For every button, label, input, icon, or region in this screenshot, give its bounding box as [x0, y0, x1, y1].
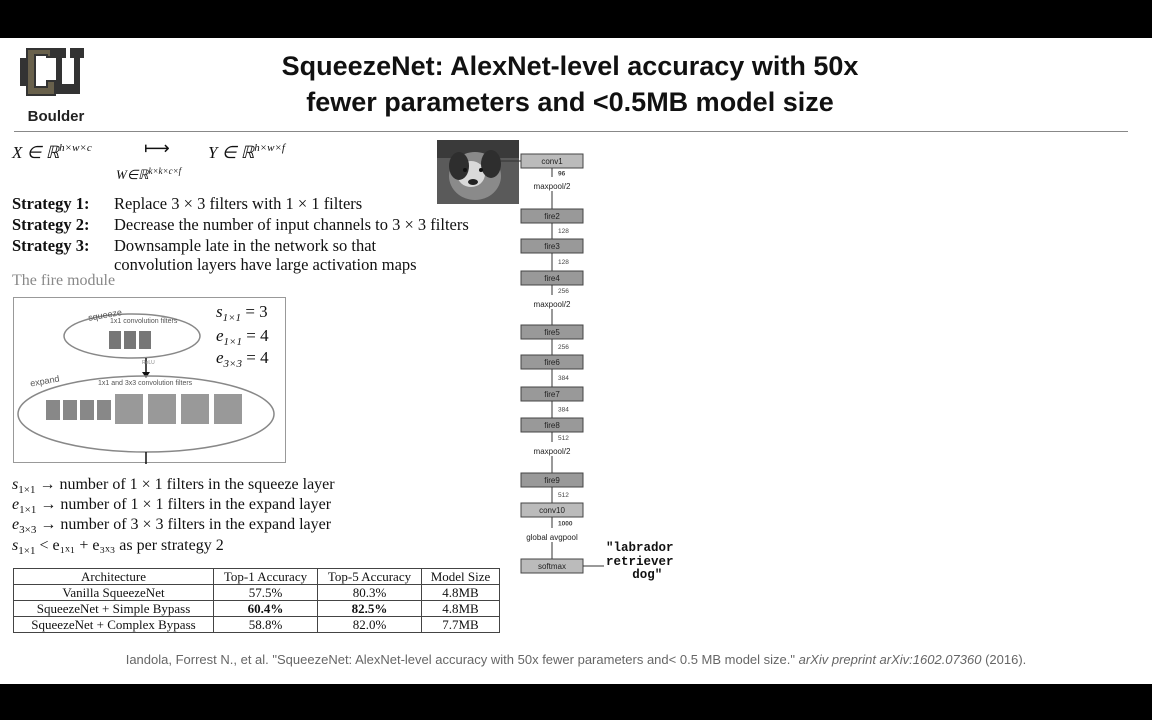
- strategy-1: Strategy 1: Replace 3 × 3 filters with 1 …: [12, 194, 363, 213]
- layer-label: fire5: [544, 328, 560, 337]
- y-definition: Y ∈ ℝh×w×f: [208, 142, 285, 162]
- layer-label: fire7: [544, 390, 560, 399]
- param-e1x1: e1×1 = 4: [216, 326, 269, 348]
- layer-label: fire3: [544, 242, 560, 251]
- cell-top5: 82.5%: [317, 600, 422, 617]
- cell-model-size: 4.8MB: [421, 584, 500, 601]
- title-line-2: fewer parameters and <0.5MB model size: [306, 87, 834, 117]
- channel-count-label: 384: [558, 407, 569, 414]
- layer-label: global avgpool: [526, 533, 578, 542]
- table-row: SqueezeNet + Complex Bypass 58.8% 82.0% …: [13, 616, 500, 633]
- layer-label: fire9: [544, 476, 560, 485]
- layer-label: conv1: [541, 157, 563, 166]
- cell-architecture: SqueezeNet + Complex Bypass: [13, 616, 214, 633]
- cell-top5: 82.0%: [317, 616, 422, 633]
- logo-text: Boulder: [27, 108, 85, 125]
- param-e3x3: e3×3 = 4: [216, 348, 269, 370]
- cell-model-size: 4.8MB: [421, 600, 500, 617]
- w-definition: W∈ℝk×k×c×f: [116, 166, 182, 182]
- cell-model-size: 7.7MB: [421, 616, 500, 633]
- channel-count-label: 1000: [558, 521, 573, 528]
- definition-constraint: s1×1 < e₁ₓ₁ + e₃ₓ₃ as per strategy 2: [12, 537, 224, 557]
- channel-count-label: 512: [558, 435, 569, 442]
- layer-label: maxpool/2: [534, 182, 571, 191]
- table-row: Vanilla SqueezeNet 57.5% 80.3% 4.8MB: [13, 584, 500, 601]
- definition-e3x3: e3×3 → number of 3 × 3 filters in the ex…: [12, 516, 332, 536]
- cu-boulder-logo: Boulder: [16, 42, 88, 125]
- slide: Boulder SqueezeNet: AlexNet-level accura…: [0, 38, 1152, 684]
- channel-count-label: 256: [558, 344, 569, 351]
- layer-label: fire6: [544, 358, 560, 367]
- cell-top1: 57.5%: [213, 584, 318, 601]
- title-divider: [14, 131, 1128, 132]
- cell-architecture: SqueezeNet + Simple Bypass: [13, 600, 214, 617]
- relu-label: ReLU: [142, 360, 155, 366]
- channel-count-label: 128: [558, 228, 569, 235]
- channel-count-label: 96: [558, 171, 566, 178]
- param-s1x1: s1×1 = 3: [216, 302, 268, 324]
- layer-label: fire2: [544, 212, 560, 221]
- squeezenet-architecture-diagram: conv1 96 maxpool/2 fire2 128 fire3 128 fire4 256…: [500, 153, 604, 574]
- title-line-1: SqueezeNet: AlexNet-level accuracy with …: [281, 51, 859, 81]
- mapping-arrow: ⟼: [144, 138, 170, 158]
- fire-module-diagram: squeeze 1x1 convolution filters ReLU exp…: [13, 297, 286, 464]
- header-architecture: Architecture: [13, 568, 214, 585]
- layer-label: maxpool/2: [534, 447, 571, 456]
- channel-count-label: 128: [558, 259, 569, 266]
- layer-label: softmax: [538, 562, 566, 571]
- cell-top5: 80.3%: [317, 584, 422, 601]
- channel-count-label: 384: [558, 375, 569, 382]
- slide-title: SqueezeNet: AlexNet-level accuracy with …: [200, 48, 940, 120]
- header-model-size: Model Size: [421, 568, 500, 585]
- cell-top1: 60.4%: [213, 600, 318, 617]
- input-image: [437, 140, 519, 204]
- squeeze-caption: 1x1 convolution filters: [110, 318, 178, 325]
- strategy-2: Strategy 2: Decrease the number of input …: [12, 215, 469, 234]
- expand-caption: 1x1 and 3x3 convolution filters: [98, 380, 193, 387]
- fire-module-label: The fire module: [12, 272, 116, 289]
- channel-count-label: 512: [558, 492, 569, 499]
- layer-label: fire8: [544, 421, 560, 430]
- cell-top1: 58.8%: [213, 616, 318, 633]
- citation: Iandola, Forrest N., et al. "SqueezeNet:…: [125, 652, 1027, 667]
- channel-count-label: 256: [558, 288, 569, 295]
- header-top1: Top-1 Accuracy: [213, 568, 318, 585]
- table-header-row: Architecture Top-1 Accuracy Top-5 Accura…: [13, 568, 500, 585]
- strategy-3: Strategy 3: Downsample late in the networ…: [12, 236, 377, 255]
- header-top5: Top-5 Accuracy: [317, 568, 422, 585]
- layer-label: fire4: [544, 274, 560, 283]
- results-table: Architecture Top-1 Accuracy Top-5 Accura…: [13, 568, 500, 633]
- prediction-label: "labrador retriever dog": [606, 541, 674, 582]
- cell-architecture: Vanilla SqueezeNet: [13, 584, 214, 601]
- table-row: SqueezeNet + Simple Bypass 60.4% 82.5% 4…: [13, 600, 500, 617]
- layer-label: conv10: [539, 506, 565, 515]
- definition-s1x1: s1×1 → number of 1 × 1 filters in the sq…: [12, 476, 335, 496]
- definition-e1x1: e1×1 → number of 1 × 1 filters in the ex…: [12, 496, 332, 516]
- x-definition: X ∈ ℝh×w×c: [12, 142, 92, 162]
- layer-label: maxpool/2: [534, 300, 571, 309]
